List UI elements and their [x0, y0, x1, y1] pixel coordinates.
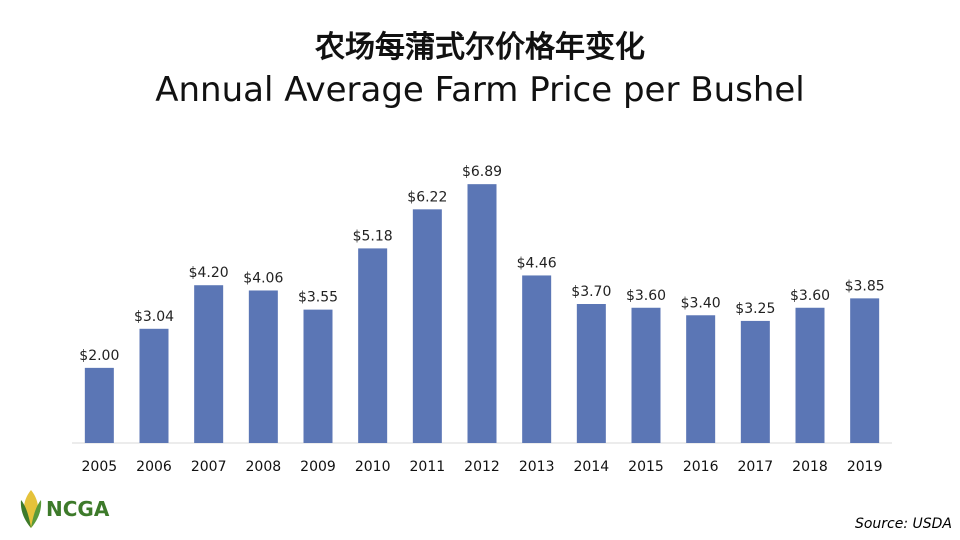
data-label-2013: $4.46 [517, 255, 557, 271]
data-label-2015: $3.60 [626, 288, 666, 304]
data-label-2014: $3.70 [571, 284, 611, 300]
x-tick-label-2007: 2007 [191, 459, 227, 475]
x-tick-label-2012: 2012 [464, 459, 500, 475]
data-label-2012: $6.89 [462, 164, 502, 180]
data-label-2007: $4.20 [189, 265, 229, 281]
source-note: Source: USDA [854, 516, 952, 532]
data-label-2019: $3.85 [845, 278, 885, 294]
data-label-2006: $3.04 [134, 309, 174, 325]
ncga-logo: NCGA [18, 488, 109, 530]
bar-2019 [850, 298, 880, 443]
x-tick-label-2018: 2018 [792, 459, 828, 475]
x-tick-label-2009: 2009 [300, 459, 336, 475]
bar-2015 [631, 307, 661, 443]
x-tick-label-2016: 2016 [683, 459, 719, 475]
bar-2016 [686, 315, 716, 443]
x-tick-label-2014: 2014 [574, 459, 610, 475]
chart-title-chinese: 农场每蒲式尔价格年变化 [315, 30, 645, 65]
bar-2017 [740, 320, 770, 443]
x-tick-label-2015: 2015 [628, 459, 664, 475]
data-label-2009: $3.55 [298, 290, 338, 306]
bar-2011 [412, 209, 442, 443]
logo-text: NCGA [46, 497, 110, 521]
x-tick-label-2017: 2017 [738, 459, 774, 475]
chart-title-english: Annual Average Farm Price per Bushel [155, 70, 805, 110]
bar-2014 [576, 304, 606, 443]
x-tick-label-2006: 2006 [136, 459, 172, 475]
bar-2006 [139, 328, 169, 443]
x-tick-label-2005: 2005 [82, 459, 118, 475]
bar-2018 [795, 307, 825, 443]
bar-2010 [358, 248, 388, 443]
bar-2007 [194, 285, 224, 443]
x-tick-label-2019: 2019 [847, 459, 883, 475]
data-label-2018: $3.60 [790, 288, 830, 304]
corn-icon [20, 490, 42, 528]
data-label-2017: $3.25 [735, 301, 775, 317]
data-label-2005: $2.00 [79, 348, 119, 364]
x-tick-label-2010: 2010 [355, 459, 391, 475]
bar-2013 [522, 275, 552, 443]
x-tick-label-2008: 2008 [246, 459, 282, 475]
x-tick-label-2013: 2013 [519, 459, 555, 475]
data-label-2016: $3.40 [681, 295, 721, 311]
bar-2012 [467, 184, 497, 443]
bar-2009 [303, 309, 333, 443]
x-tick-label-2011: 2011 [410, 459, 446, 475]
data-label-2010: $5.18 [353, 228, 393, 244]
data-label-2011: $6.22 [407, 189, 447, 205]
data-label-2008: $4.06 [243, 270, 283, 286]
bar-2005 [84, 367, 114, 443]
bar-2008 [248, 290, 278, 443]
